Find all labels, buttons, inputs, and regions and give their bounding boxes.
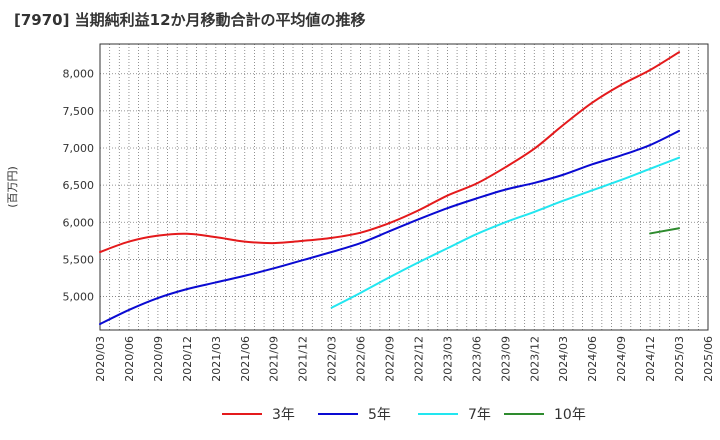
x-tick-label: 2021/12: [297, 336, 310, 382]
legend-label: 10年: [554, 407, 586, 423]
x-tick-label: 2024/06: [586, 336, 599, 382]
chart-title: [7970] 当期純利益12か月移動合計の平均値の推移: [14, 11, 366, 29]
y-tick-label: 8,000: [63, 68, 95, 81]
x-tick-label: 2023/06: [470, 336, 483, 382]
x-tick-label: 2022/06: [355, 336, 368, 382]
y-axis-label: (百万円): [6, 166, 19, 208]
legend-item: 3年: [222, 402, 295, 426]
y-tick-label: 5,000: [63, 291, 95, 304]
legend: 3年 5年 7年 10年: [0, 402, 720, 426]
x-tick-label: 2020/09: [152, 336, 165, 382]
x-tick-label: 2025/06: [702, 336, 715, 382]
x-tick-label: 2023/09: [499, 336, 512, 382]
grid: [100, 44, 708, 330]
series-line-2: [330, 156, 681, 309]
legend-item: 5年: [318, 402, 391, 426]
legend-swatch: [418, 413, 458, 415]
legend-label: 3年: [272, 407, 295, 423]
legend-label: 7年: [468, 407, 491, 423]
x-tick-label: 2023/03: [441, 336, 454, 382]
x-tick-label: 2021/03: [210, 336, 223, 382]
x-tick-label: 2020/12: [181, 336, 194, 382]
legend-swatch: [318, 413, 358, 415]
x-tick-label: 2024/09: [615, 336, 628, 382]
y-tick-label: 5,500: [63, 253, 95, 266]
x-axis: 2020/03 2020/06 2020/09 2020/12 2021/03 2021/…: [94, 336, 715, 382]
y-tick-label: 6,000: [63, 216, 95, 229]
x-tick-label: 2021/09: [268, 336, 281, 382]
x-tick-label: 2020/03: [94, 336, 107, 382]
y-tick-label: 7,500: [63, 105, 95, 118]
plot-frame: [99, 43, 709, 331]
x-tick-label: 2024/12: [644, 336, 657, 382]
x-tick-label: 2022/12: [412, 336, 425, 382]
series-line-0: [99, 51, 681, 253]
series-line-1: [99, 129, 681, 326]
x-tick-label: 2022/03: [326, 336, 339, 382]
series-layer: [99, 51, 681, 326]
y-axis: 5,000 5,500 6,000 6,500 7,000 7,500 8,000: [63, 68, 95, 304]
series-line-3: [649, 227, 681, 235]
legend-label: 5年: [368, 407, 391, 423]
x-tick-label: 2020/06: [123, 336, 136, 382]
x-tick-label: 2022/09: [384, 336, 397, 382]
x-tick-label: 2024/03: [557, 336, 570, 382]
legend-swatch: [504, 413, 544, 415]
legend-item: 7年: [418, 402, 491, 426]
x-tick-label: 2025/03: [673, 336, 686, 382]
y-tick-label: 7,000: [63, 142, 95, 155]
legend-swatch: [222, 413, 262, 415]
x-tick-label: 2021/06: [239, 336, 252, 382]
y-tick-label: 6,500: [63, 179, 95, 192]
x-tick-label: 2023/12: [528, 336, 541, 382]
legend-item: 10年: [504, 402, 586, 426]
